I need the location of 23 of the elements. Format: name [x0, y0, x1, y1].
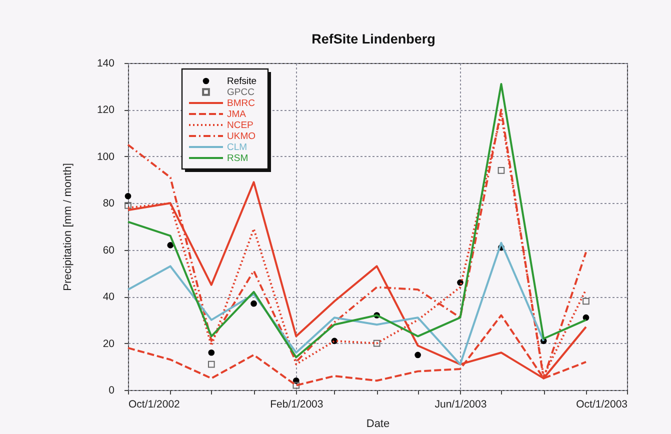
x-tick-label: Oct/1/2003 [576, 398, 628, 410]
y-tick-label: 80 [102, 198, 115, 210]
y-tick-label: 120 [96, 104, 115, 116]
x-tick-label: Feb/1/2003 [270, 398, 324, 410]
legend-label: NCEP [227, 120, 254, 131]
legend-label: GPCC [227, 87, 255, 98]
x-axis-title: Date [366, 418, 390, 430]
y-tick-label: 0 [108, 384, 115, 396]
legend-label: Refsite [227, 76, 257, 87]
legend-label: JMA [227, 109, 247, 120]
y-tick-label: 100 [96, 150, 115, 163]
x-tick-label: Oct/1/2002 [128, 398, 180, 410]
y-tick-label: 60 [102, 244, 115, 256]
legend-label: CLM [227, 142, 248, 153]
x-tick-label: Jun/1/2003 [434, 398, 487, 410]
y-tick-label: 140 [96, 58, 115, 70]
legend-label: BMRC [227, 98, 256, 109]
y-tick-label: 40 [102, 291, 115, 304]
y-tick-label: 20 [102, 338, 115, 350]
legend-label: RSM [227, 153, 248, 164]
y-axis-title: Precipitation [mm / month] [62, 163, 74, 291]
legend-label: UKMO [227, 131, 256, 142]
chart-title: RefSite Lindenberg [312, 32, 436, 46]
